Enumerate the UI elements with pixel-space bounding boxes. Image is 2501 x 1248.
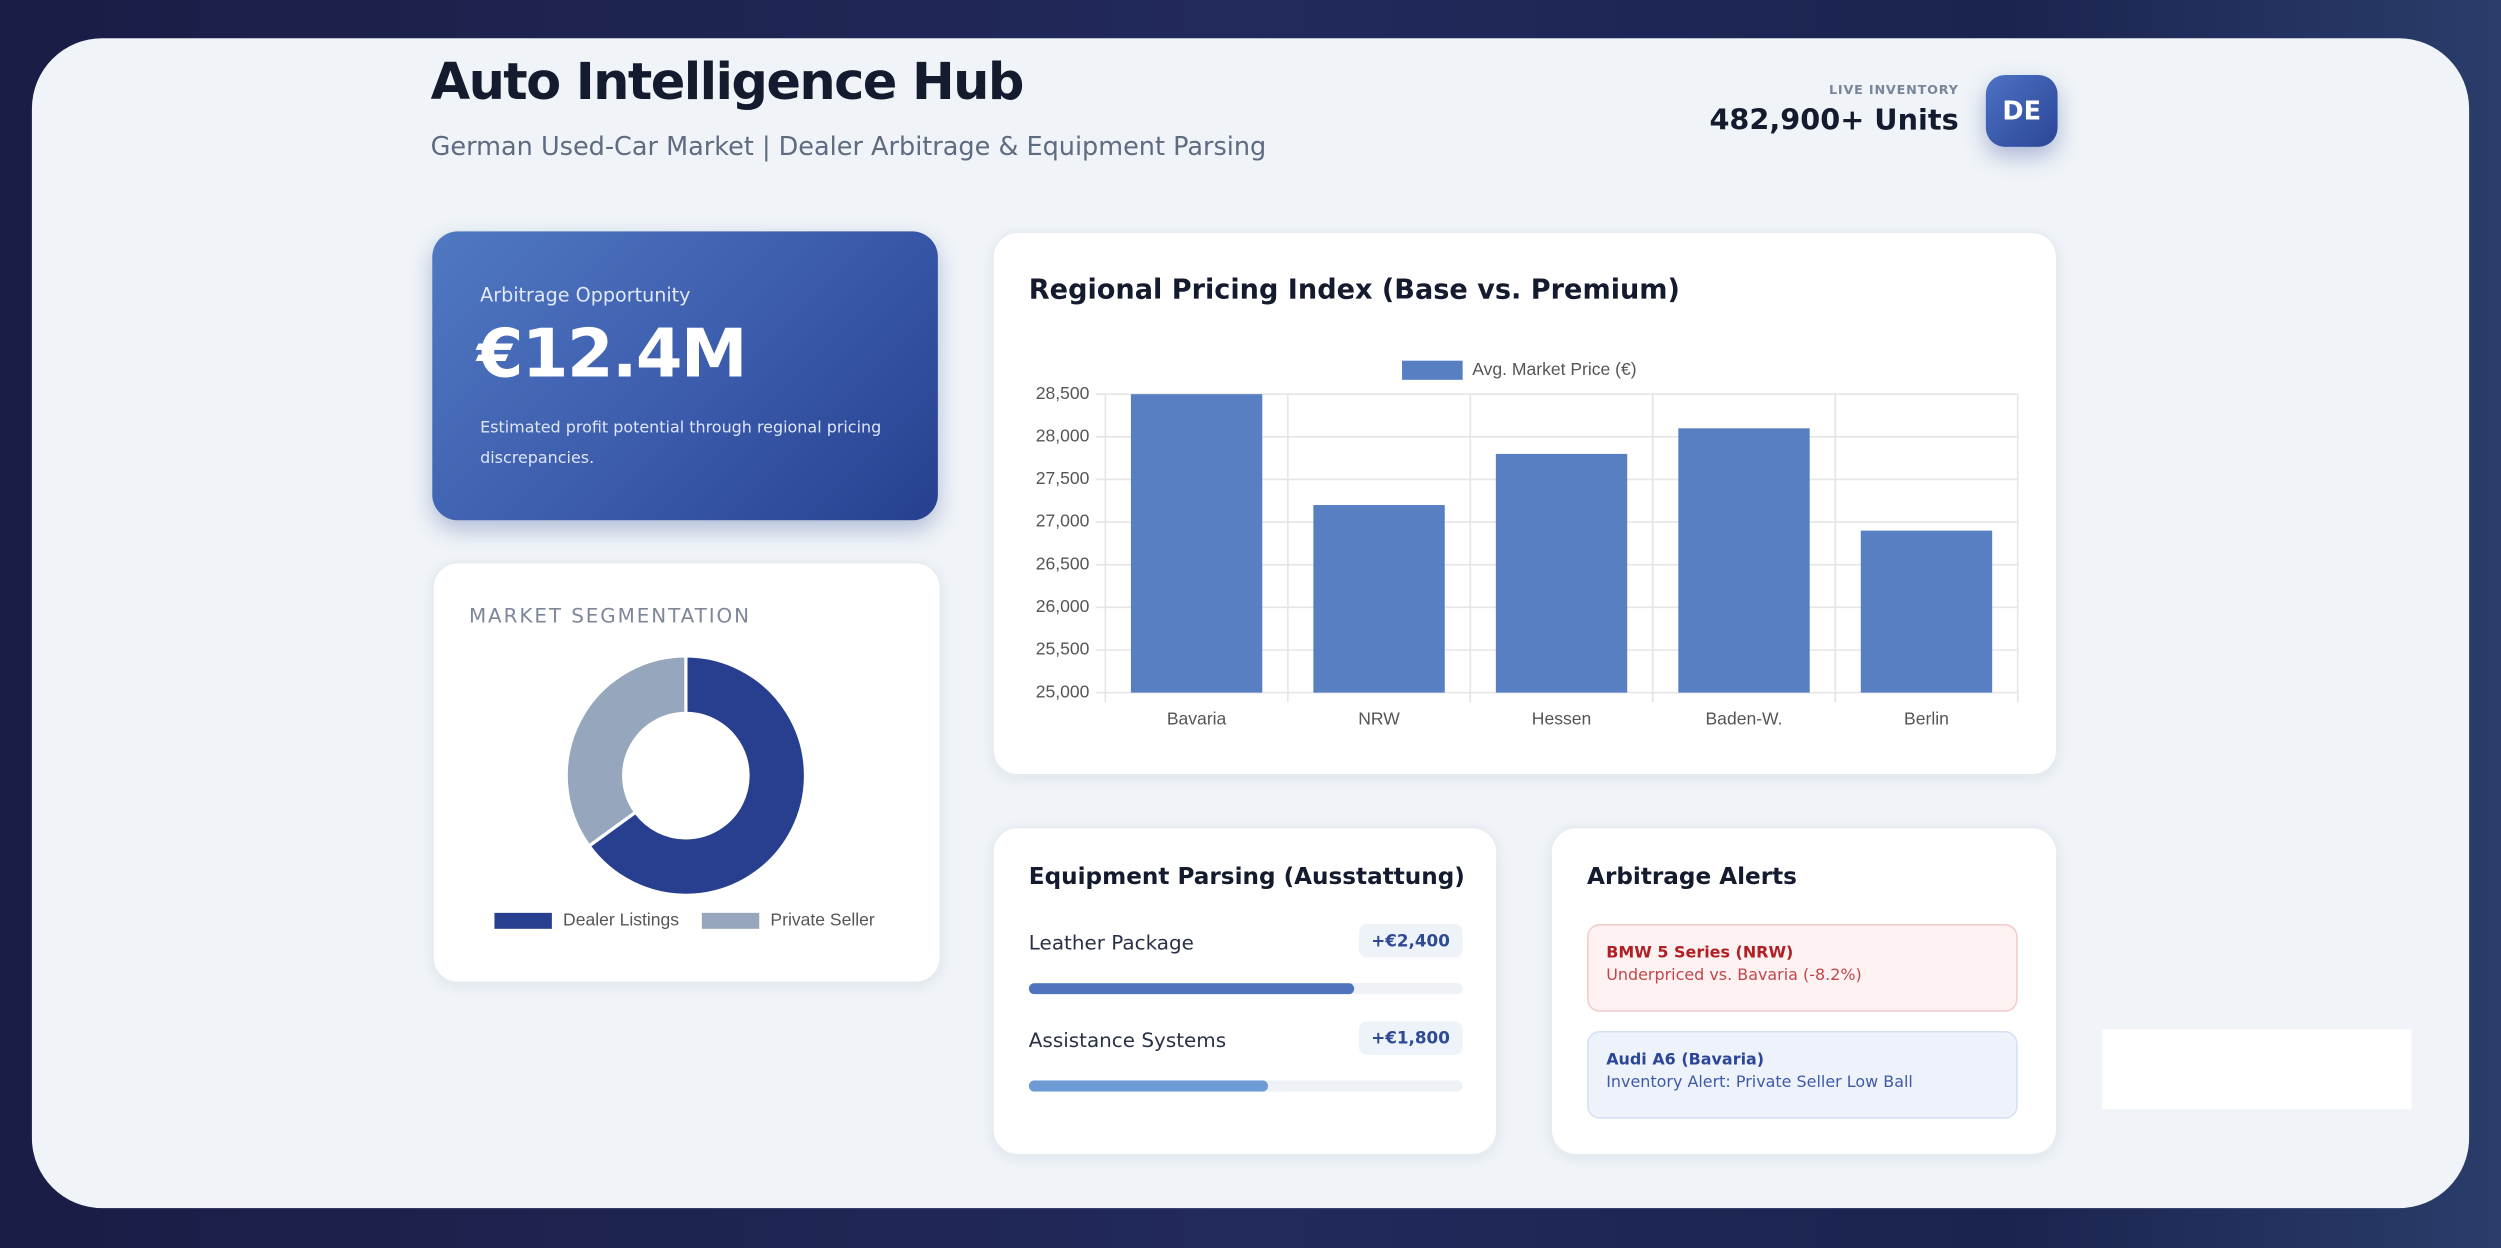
equipment-title: Equipment Parsing (Ausstattung) — [1028, 864, 1465, 891]
x-tick-label: Bavaria — [1167, 708, 1227, 728]
legend-label: Private Seller — [770, 909, 874, 929]
alert-title: Audi A6 (Bavaria) — [1606, 1051, 1765, 1070]
segmentation-title: MARKET SEGMENTATION — [468, 603, 752, 628]
equipment-card: Equipment Parsing (Ausstattung) Leather … — [992, 826, 1498, 1156]
pricing-title: Regional Pricing Index (Base vs. Premium… — [1028, 274, 1680, 307]
legend-label: Dealer Listings — [563, 909, 679, 929]
equipment-premium: +€1,800 — [1358, 1021, 1463, 1055]
y-tick-label: 26,000 — [1036, 596, 1090, 616]
x-tick-label: NRW — [1358, 708, 1400, 728]
y-tick-label: 27,500 — [1036, 468, 1090, 488]
bar — [1678, 428, 1810, 693]
x-tick-label: Baden-W. — [1705, 708, 1782, 728]
progress-track — [1028, 983, 1463, 995]
opportunity-label: Arbitrage Opportunity — [480, 284, 691, 307]
x-tick-label: Hessen — [1532, 708, 1591, 728]
equipment-label: Leather Package — [1028, 930, 1194, 955]
bar — [1495, 453, 1628, 693]
donut-segment — [564, 654, 688, 849]
y-tick-label: 25,000 — [1036, 681, 1090, 701]
bar — [1313, 505, 1445, 693]
y-tick-label: 27,000 — [1036, 511, 1090, 531]
page-subtitle: German Used-Car Market | Dealer Arbitrag… — [430, 130, 1267, 162]
progress-track — [1028, 1080, 1463, 1092]
inventory-value: 482,900+ Units — [1709, 103, 1959, 138]
alert-title: BMW 5 Series (NRW) — [1606, 944, 1794, 963]
x-tick-label: Berlin — [1904, 708, 1949, 728]
progress-bar — [1028, 983, 1355, 995]
donut-segment — [586, 654, 808, 897]
inventory-label: LIVE INVENTORY — [1829, 82, 1959, 98]
y-tick-label: 26,500 — [1036, 553, 1090, 573]
y-tick-label: 28,000 — [1036, 425, 1090, 445]
equipment-label: Assistance Systems — [1028, 1027, 1227, 1052]
opportunity-description: Estimated profit potential through regio… — [480, 419, 882, 468]
alert-text: Inventory Alert: Private Seller Low Ball — [1606, 1074, 1913, 1092]
legend-label: Avg. Market Price (€) — [1472, 359, 1636, 379]
progress-bar — [1028, 1080, 1268, 1092]
blank-box — [2102, 1029, 2412, 1110]
bar — [1130, 394, 1263, 693]
page-title: Auto Intelligence Hub — [430, 51, 1025, 112]
legend-swatch — [1402, 360, 1463, 380]
legend-swatch — [494, 912, 552, 929]
alert-item[interactable]: Audi A6 (Bavaria) Inventory Alert: Priva… — [1587, 1030, 2018, 1119]
legend-swatch — [701, 912, 760, 929]
opportunity-card: Arbitrage Opportunity €12.4M Estimated p… — [432, 231, 938, 521]
opportunity-value: €12.4M — [476, 314, 748, 393]
alerts-card: Arbitrage Alerts BMW 5 Series (NRW) Unde… — [1550, 826, 2058, 1156]
y-tick-label: 25,500 — [1036, 639, 1090, 659]
country-badge[interactable]: DE — [1985, 75, 2058, 147]
y-tick-label: 28,500 — [1036, 383, 1090, 403]
equipment-premium: +€2,400 — [1358, 924, 1463, 958]
alert-item[interactable]: BMW 5 Series (NRW) Underpriced vs. Bavar… — [1587, 924, 2018, 1012]
alerts-title: Arbitrage Alerts — [1587, 864, 1797, 891]
bar — [1860, 530, 1993, 693]
alert-text: Underpriced vs. Bavaria (-8.2%) — [1606, 967, 1862, 985]
